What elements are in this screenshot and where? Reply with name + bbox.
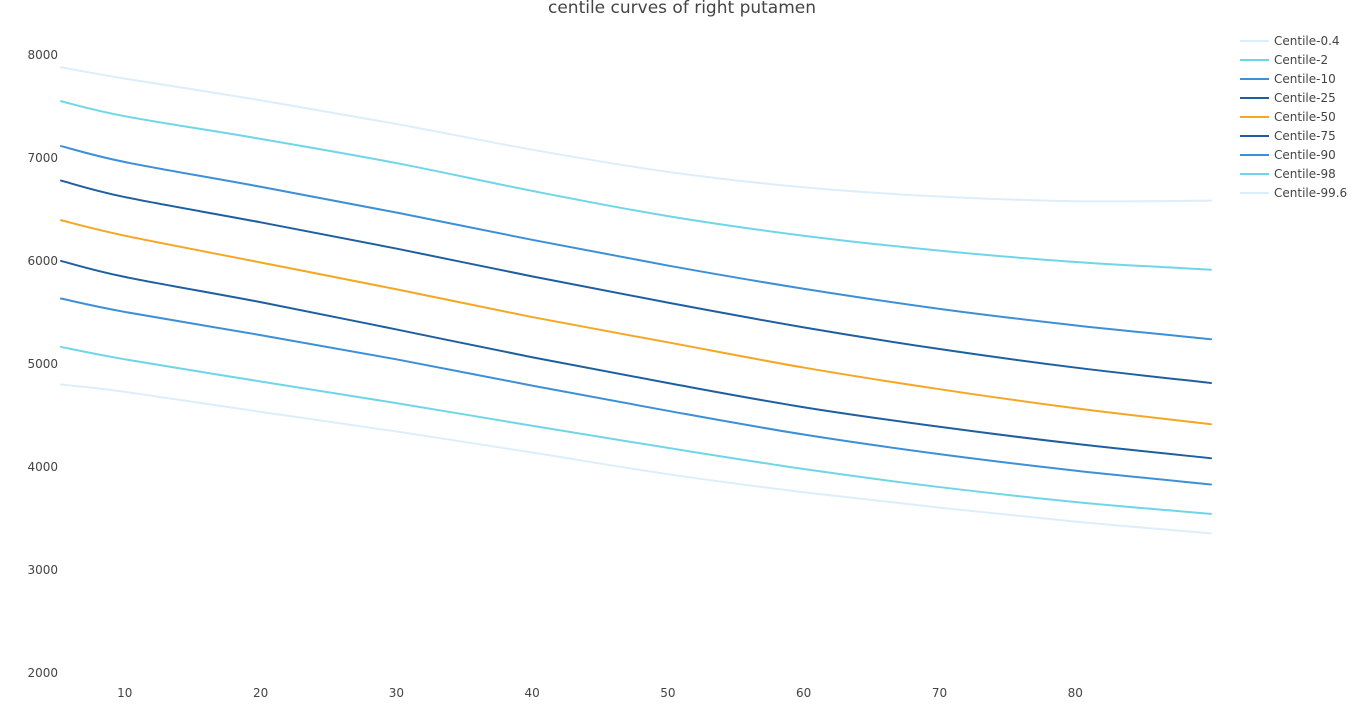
x-axis-ticks: 10 20 30 40 50 60 70 80 — [117, 686, 1083, 700]
legend-item-centile-99-6[interactable]: Centile-99.6 — [1240, 186, 1347, 200]
legend-label: Centile-50 — [1274, 110, 1336, 124]
series-line-centile-98 — [60, 100, 1212, 271]
y-tick-label: 6000 — [27, 254, 58, 268]
legend[interactable]: Centile-0.4 Centile-2 Centile-10 Centile-25… — [1240, 34, 1347, 200]
legend-item-centile-25[interactable]: Centile-25 — [1240, 91, 1336, 105]
legend-item-centile-90[interactable]: Centile-90 — [1240, 148, 1336, 162]
y-tick-label: 3000 — [27, 563, 58, 577]
x-tick-label: 80 — [1068, 686, 1083, 700]
series-line-centile-99-6 — [60, 66, 1212, 203]
legend-item-centile-50[interactable]: Centile-50 — [1240, 110, 1336, 124]
series-line-centile-2 — [60, 345, 1212, 515]
series-line-centile-10 — [60, 297, 1212, 486]
x-tick-label: 50 — [660, 686, 675, 700]
series-line-centile-25 — [60, 259, 1212, 460]
legend-label: Centile-2 — [1274, 53, 1328, 67]
legend-label: Centile-99.6 — [1274, 186, 1347, 200]
x-tick-label: 60 — [796, 686, 811, 700]
x-tick-label: 10 — [117, 686, 132, 700]
legend-label: Centile-90 — [1274, 148, 1336, 162]
legend-label: Centile-0.4 — [1274, 34, 1340, 48]
y-tick-label: 4000 — [27, 460, 58, 474]
legend-item-centile-2[interactable]: Centile-2 — [1240, 53, 1328, 67]
legend-item-centile-98[interactable]: Centile-98 — [1240, 167, 1336, 181]
x-tick-label: 40 — [524, 686, 539, 700]
legend-label: Centile-10 — [1274, 72, 1336, 86]
series-lines — [60, 66, 1212, 535]
y-tick-label: 8000 — [27, 48, 58, 62]
legend-item-centile-0-4[interactable]: Centile-0.4 — [1240, 34, 1340, 48]
series-line-centile-50 — [60, 219, 1212, 426]
y-tick-label: 2000 — [27, 666, 58, 680]
chart-title: centile curves of right putamen — [548, 0, 816, 18]
x-tick-label: 20 — [253, 686, 268, 700]
legend-label: Centile-25 — [1274, 91, 1336, 105]
series-line-centile-90 — [60, 145, 1212, 341]
legend-label: Centile-98 — [1274, 167, 1336, 181]
y-tick-label: 7000 — [27, 151, 58, 165]
legend-label: Centile-75 — [1274, 129, 1336, 143]
legend-item-centile-75[interactable]: Centile-75 — [1240, 129, 1336, 143]
y-tick-label: 5000 — [27, 357, 58, 371]
legend-item-centile-10[interactable]: Centile-10 — [1240, 72, 1336, 86]
y-axis-ticks: 2000 3000 4000 5000 6000 7000 8000 — [27, 48, 58, 680]
series-line-centile-75 — [60, 179, 1212, 385]
x-tick-label: 70 — [932, 686, 947, 700]
series-line-centile-0-4 — [60, 383, 1212, 535]
x-tick-label: 30 — [389, 686, 404, 700]
